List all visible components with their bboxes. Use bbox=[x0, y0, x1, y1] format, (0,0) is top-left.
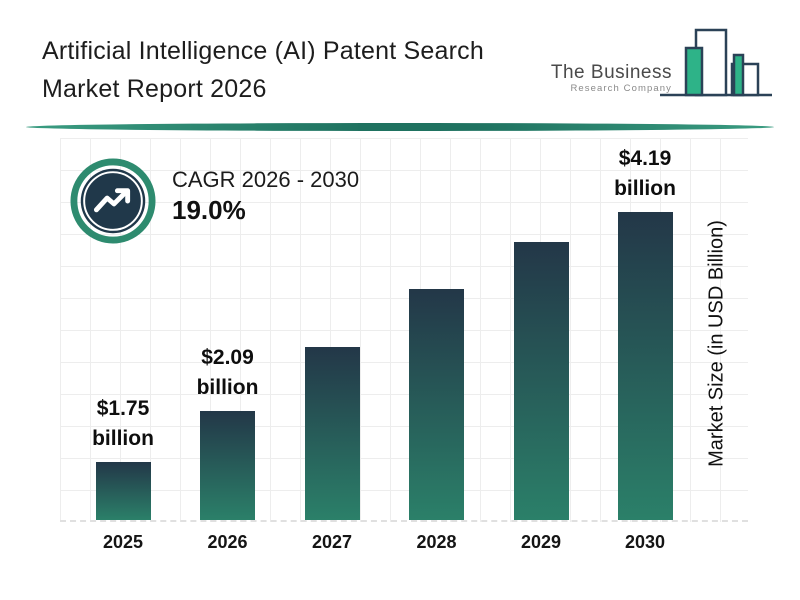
cagr-label: CAGR 2026 - 2030 bbox=[172, 167, 360, 192]
bar-value-label-2030: $4.19 billion bbox=[580, 144, 710, 204]
bar-2027 bbox=[304, 347, 360, 520]
company-logo: The Business Research Company bbox=[551, 24, 774, 110]
cagr-texts: CAGR 2026 - 2030 19.0% bbox=[172, 158, 359, 226]
title-line-1: Artificial Intelligence (AI) Patent Sear… bbox=[42, 37, 484, 65]
logo-company-name: The Business bbox=[550, 62, 672, 83]
bar-2025 bbox=[95, 462, 151, 520]
x-axis-label-2027: 2027 bbox=[311, 532, 353, 552]
bar-2030 bbox=[617, 212, 673, 520]
divider bbox=[26, 123, 774, 131]
title-line-2: Market Report 2026 bbox=[42, 75, 267, 103]
value-line: $2.09 bbox=[201, 346, 254, 369]
value-line: $1.75 bbox=[96, 397, 150, 420]
bar-value-label-2026: $2.09 billion bbox=[163, 343, 293, 403]
x-axis-label-2028: 2028 bbox=[416, 532, 457, 552]
logo-text: The Business Research Company bbox=[550, 62, 672, 95]
page-title: Artificial Intelligence (AI) Patent Sear… bbox=[42, 32, 484, 108]
x-axis-label-2029: 2029 bbox=[520, 532, 562, 552]
bar-chart-skyline-icon bbox=[660, 28, 772, 97]
unit-line: billion bbox=[92, 427, 154, 450]
bar-value-label-2025: $1.75 billion bbox=[58, 394, 188, 454]
y-axis-title: Market Size (in USD Billion) bbox=[705, 220, 728, 467]
logo-company-subname: Research Company bbox=[570, 83, 672, 94]
chart-area: $1.75 billion $2.09 billion $4.19 billion bbox=[60, 138, 748, 522]
x-axis-label-2026: 2026 bbox=[207, 532, 248, 552]
bar-2028 bbox=[409, 289, 464, 520]
cagr-value: 19.0% bbox=[172, 195, 246, 225]
bar-2029 bbox=[513, 242, 569, 520]
unit-line: billion bbox=[196, 376, 259, 399]
cagr-badge: CAGR 2026 - 2030 19.0% bbox=[70, 158, 359, 244]
x-axis-label-2025: 2025 bbox=[102, 532, 144, 552]
bar-2026 bbox=[200, 411, 255, 520]
unit-line: billion bbox=[614, 177, 676, 200]
x-axis-labels: 2025 2026 2027 2028 2029 2030 bbox=[60, 532, 748, 556]
value-line: $4.19 bbox=[618, 147, 672, 170]
trending-up-icon bbox=[70, 158, 156, 244]
x-axis-label-2030: 2030 bbox=[624, 532, 666, 552]
